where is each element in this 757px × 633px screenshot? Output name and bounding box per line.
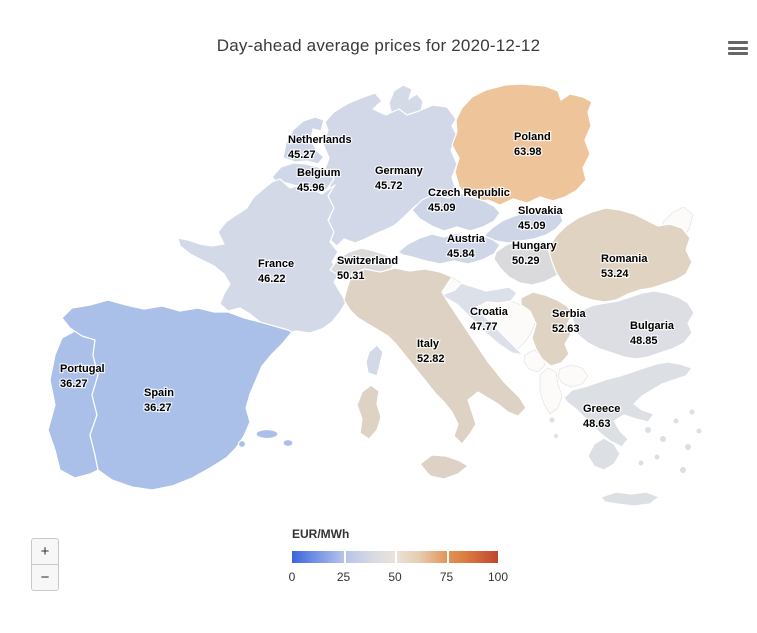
country-north-macedonia — [557, 364, 589, 388]
country-belgium[interactable] — [271, 162, 335, 194]
legend-tick-50 — [395, 551, 397, 563]
country-netherlands[interactable] — [282, 116, 325, 165]
color-axis-legend: EUR/MWh 0 25 50 75 100 — [288, 527, 508, 584]
sardinia-island[interactable] — [356, 384, 382, 440]
legend-tick-25 — [343, 551, 346, 563]
page-title: Day-ahead average prices for 2020-12-12 — [216, 36, 541, 55]
legend-label-50: 50 — [388, 570, 402, 584]
country-croatia[interactable] — [432, 282, 524, 356]
legend-label-0: 0 — [288, 570, 296, 584]
legend-tick-labels: 0 25 50 75 100 — [288, 570, 508, 584]
country-austria[interactable] — [397, 232, 501, 265]
hamburger-menu-icon[interactable] — [728, 41, 748, 55]
balearic-island[interactable] — [255, 428, 279, 440]
corsica-island[interactable] — [365, 344, 384, 377]
sicily-island[interactable] — [419, 454, 469, 480]
legend-label-100: 100 — [487, 570, 509, 584]
country-greece[interactable] — [563, 361, 693, 448]
country-albania — [539, 367, 563, 415]
balearic-island[interactable] — [282, 438, 294, 448]
legend-label-75: 75 — [439, 570, 454, 584]
legend-gradient-bar — [292, 551, 498, 563]
country-czech-republic[interactable] — [411, 192, 501, 232]
zoom-out-button[interactable]: − — [31, 564, 59, 591]
balearic-island[interactable] — [237, 439, 247, 449]
peloponnese[interactable] — [587, 437, 621, 471]
zoom-in-button[interactable]: + — [31, 538, 59, 565]
legend-tick-75 — [446, 551, 449, 563]
crete-island[interactable] — [600, 491, 660, 507]
country-italy[interactable] — [343, 267, 527, 445]
country-romania[interactable] — [547, 207, 693, 303]
country-portugal[interactable] — [47, 330, 99, 479]
country-serbia[interactable] — [520, 291, 574, 367]
map-zoom-controls: + − — [31, 538, 59, 591]
country-poland[interactable] — [451, 83, 593, 206]
country-spain[interactable] — [61, 299, 293, 491]
aegean-islands — [549, 409, 702, 473]
country-bulgaria[interactable] — [571, 290, 695, 360]
legend-title: EUR/MWh — [292, 527, 350, 541]
legend-label-25: 25 — [336, 570, 351, 584]
